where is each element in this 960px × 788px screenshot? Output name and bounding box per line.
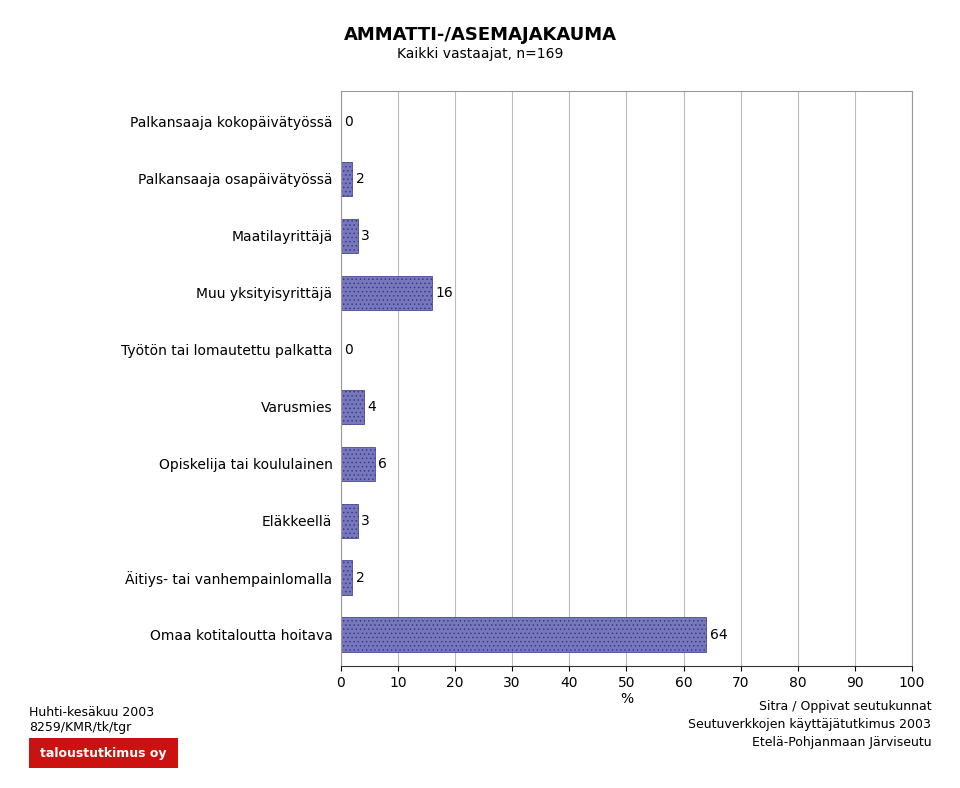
Text: 3: 3 bbox=[361, 514, 371, 528]
Text: Etelä-Pohjanmaan Järviseutu: Etelä-Pohjanmaan Järviseutu bbox=[752, 737, 931, 749]
Text: taloustutkimus oy: taloustutkimus oy bbox=[40, 747, 166, 760]
Text: 0: 0 bbox=[345, 115, 353, 129]
Bar bbox=[341, 618, 707, 652]
Text: 6: 6 bbox=[378, 457, 388, 470]
Bar bbox=[341, 504, 358, 537]
Text: 0: 0 bbox=[345, 343, 353, 357]
Text: 16: 16 bbox=[436, 286, 453, 299]
Text: 3: 3 bbox=[361, 229, 371, 243]
Text: 2: 2 bbox=[355, 571, 365, 585]
X-axis label: %: % bbox=[620, 693, 633, 706]
Text: Seutuverkkojen käyttäjätutkimus 2003: Seutuverkkojen käyttäjätutkimus 2003 bbox=[688, 719, 931, 731]
Bar bbox=[341, 276, 432, 310]
Bar bbox=[341, 219, 358, 253]
Text: Huhti-kesäkuu 2003: Huhti-kesäkuu 2003 bbox=[29, 706, 154, 719]
Text: Kaikki vastaajat, n=169: Kaikki vastaajat, n=169 bbox=[396, 46, 564, 61]
Bar bbox=[341, 560, 352, 595]
Text: 8259/KMR/tk/tgr: 8259/KMR/tk/tgr bbox=[29, 722, 132, 734]
Text: Sitra / Oppivat seutukunnat: Sitra / Oppivat seutukunnat bbox=[758, 701, 931, 713]
Bar bbox=[341, 389, 364, 424]
Bar bbox=[341, 447, 375, 481]
Bar bbox=[341, 162, 352, 196]
Text: 64: 64 bbox=[709, 627, 728, 641]
Text: 4: 4 bbox=[367, 400, 375, 414]
Text: 2: 2 bbox=[355, 172, 365, 186]
Text: AMMATTI-/ASEMAJAKAUMA: AMMATTI-/ASEMAJAKAUMA bbox=[344, 27, 616, 44]
